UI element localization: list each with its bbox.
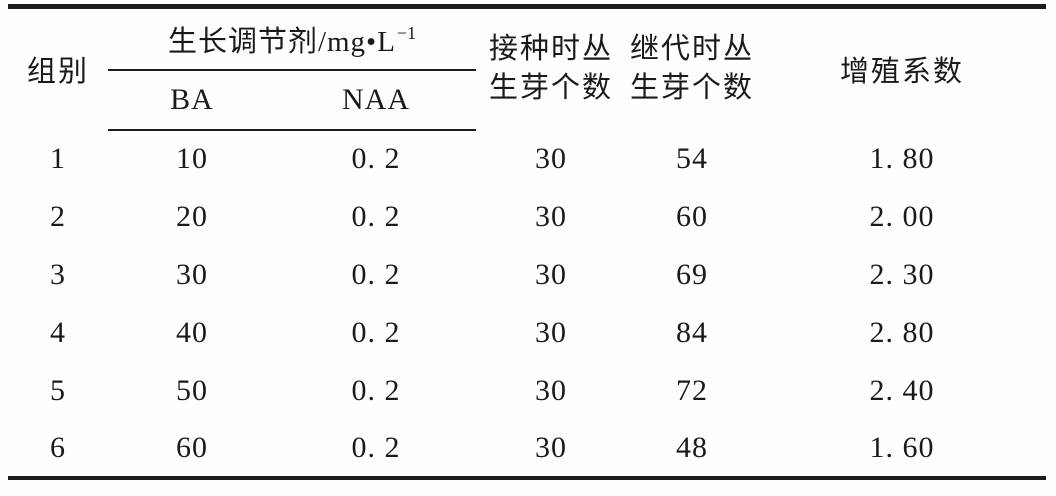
cell-inoculation: 30 [535,373,568,407]
cell-subculture: 72 [676,373,709,407]
cell-naa: 0. 2 [351,257,401,291]
table-row: 5 50 0. 2 30 72 2. 40 [8,362,1046,420]
cell-group: 6 [50,430,66,464]
cell-ba: 10 [176,142,208,175]
cell-ba: 60 [176,430,208,464]
table-row: 4 40 0. 2 30 84 2. 80 [8,304,1046,362]
col-header-ba: BA [108,69,276,131]
cell-subculture: 84 [676,315,709,349]
cell-naa: 0. 2 [351,430,401,464]
table-row: 3 30 0. 2 30 69 2. 30 [8,246,1046,304]
header-row-1: 组别 生长调节剂/mg•L−1 接种时丛 生芽个数 继代时丛 生芽个数 增殖系数 [8,6,1046,104]
cell-naa: 0. 2 [351,142,401,175]
cell-ba: 20 [176,199,208,233]
cell-ba: 40 [176,315,208,349]
cell-inoculation: 30 [535,430,568,464]
cell-coefficient: 2. 80 [869,315,935,349]
unit-superscript: −1 [396,22,417,43]
cell-naa: 0. 2 [351,373,401,407]
table-row: 6 60 0. 2 30 48 1. 60 [8,420,1046,478]
table-row: 2 20 0. 2 30 60 2. 00 [8,188,1046,246]
col-header-naa: NAA [276,69,477,131]
cell-inoculation: 30 [535,199,568,233]
cell-subculture: 54 [676,141,709,175]
cell-ba: 50 [176,373,208,407]
col-header-growth-regulator: 生长调节剂/mg•L−1 [108,6,477,71]
col-header-inoculation-line1: 接种时丛 [489,33,614,66]
col-header-subculture-line2: 生芽个数 [630,72,755,105]
cell-coefficient: 2. 40 [869,373,935,407]
cell-inoculation: 30 [535,257,568,291]
table-body: 1 10 0. 2 30 54 1. 80 2 20 0. 2 30 60 2.… [8,130,1046,478]
col-header-inoculation-line2: 生芽个数 [489,72,614,105]
cell-subculture: 69 [676,257,709,291]
cell-group: 3 [50,257,66,291]
header-row-2: BA NAA [8,69,1046,131]
cell-naa: 0. 2 [351,199,401,233]
table-row: 1 10 0. 2 30 54 1. 80 [8,130,1046,188]
cell-group: 1 [50,141,66,175]
cell-coefficient: 2. 00 [869,199,935,233]
cell-inoculation: 30 [535,141,568,175]
col-header-subculture-line1: 继代时丛 [630,33,755,66]
growth-regulator-table: 组别 生长调节剂/mg•L−1 接种时丛 生芽个数 继代时丛 生芽个数 增殖系数… [8,4,1047,480]
col-header-coefficient: 增殖系数 [840,56,965,89]
table-header: 组别 生长调节剂/mg•L−1 接种时丛 生芽个数 继代时丛 生芽个数 增殖系数… [8,6,1046,131]
col-header-group: 组别 [26,56,89,89]
col-header-subculture-buds: 继代时丛 生芽个数 [626,7,758,130]
cell-subculture: 60 [676,199,709,233]
growth-regulator-unit-label: 生长调节剂/mg•L [167,25,396,58]
cell-inoculation: 30 [535,315,568,349]
cell-ba: 30 [176,257,208,291]
cell-subculture: 48 [676,430,709,464]
cell-coefficient: 1. 80 [869,141,935,175]
cell-coefficient: 2. 30 [869,257,935,291]
cell-group: 5 [50,373,66,407]
cell-naa: 0. 2 [351,315,401,349]
cell-group: 2 [50,199,66,233]
cell-group: 4 [50,315,66,349]
cell-coefficient: 1. 60 [869,430,935,464]
col-header-inoculation-buds: 接种时丛 生芽个数 [476,7,626,130]
